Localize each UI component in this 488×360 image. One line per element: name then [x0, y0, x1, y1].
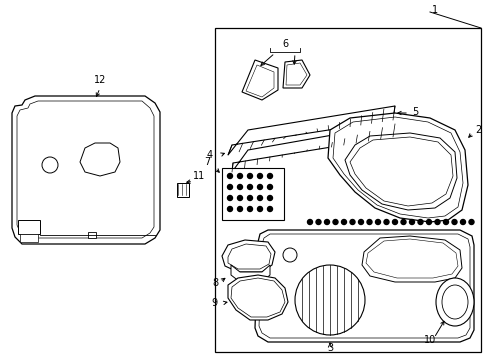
- Circle shape: [341, 220, 346, 225]
- Circle shape: [294, 265, 364, 335]
- Circle shape: [227, 195, 232, 201]
- Circle shape: [400, 220, 405, 225]
- Polygon shape: [349, 137, 452, 206]
- Circle shape: [237, 185, 242, 189]
- Polygon shape: [227, 275, 287, 320]
- Polygon shape: [283, 60, 309, 88]
- Text: 8: 8: [211, 278, 218, 288]
- Bar: [88, 232, 96, 238]
- Polygon shape: [17, 101, 154, 238]
- Circle shape: [237, 174, 242, 179]
- Polygon shape: [327, 113, 467, 222]
- Polygon shape: [332, 117, 462, 218]
- Circle shape: [267, 207, 272, 212]
- Circle shape: [267, 174, 272, 179]
- Ellipse shape: [435, 278, 473, 326]
- Circle shape: [460, 220, 465, 225]
- Circle shape: [307, 220, 312, 225]
- Polygon shape: [222, 240, 274, 272]
- Polygon shape: [345, 133, 456, 210]
- Polygon shape: [230, 278, 285, 317]
- Polygon shape: [230, 265, 269, 282]
- Circle shape: [257, 174, 262, 179]
- Circle shape: [42, 157, 58, 173]
- Text: 4: 4: [206, 150, 213, 160]
- Text: 1: 1: [431, 5, 437, 15]
- Polygon shape: [242, 60, 278, 100]
- Polygon shape: [361, 236, 461, 282]
- Text: 12: 12: [94, 75, 106, 85]
- Text: 10: 10: [423, 335, 435, 345]
- Circle shape: [451, 220, 456, 225]
- Circle shape: [383, 220, 388, 225]
- Polygon shape: [227, 106, 394, 155]
- Polygon shape: [365, 239, 457, 278]
- Polygon shape: [80, 143, 120, 176]
- Text: 9: 9: [211, 298, 218, 308]
- Text: 3: 3: [326, 343, 332, 353]
- Polygon shape: [285, 63, 306, 85]
- Circle shape: [247, 174, 252, 179]
- Text: 11: 11: [193, 171, 205, 181]
- Circle shape: [267, 185, 272, 189]
- Circle shape: [283, 248, 296, 262]
- Bar: [20, 234, 38, 242]
- Circle shape: [426, 220, 430, 225]
- Polygon shape: [12, 96, 160, 244]
- Circle shape: [227, 174, 232, 179]
- Polygon shape: [231, 124, 394, 172]
- Circle shape: [237, 207, 242, 212]
- Circle shape: [366, 220, 371, 225]
- Text: 7: 7: [203, 157, 209, 167]
- Circle shape: [247, 207, 252, 212]
- Circle shape: [247, 195, 252, 201]
- Circle shape: [358, 220, 363, 225]
- Circle shape: [257, 195, 262, 201]
- Text: 5: 5: [411, 107, 417, 117]
- Bar: [177, 183, 189, 197]
- Circle shape: [227, 207, 232, 212]
- Text: 2: 2: [474, 125, 480, 135]
- Circle shape: [408, 220, 414, 225]
- Bar: [215, 28, 480, 352]
- Circle shape: [227, 185, 232, 189]
- Circle shape: [375, 220, 380, 225]
- Circle shape: [257, 207, 262, 212]
- Circle shape: [324, 220, 329, 225]
- Circle shape: [443, 220, 447, 225]
- Text: 6: 6: [282, 39, 287, 49]
- Polygon shape: [259, 234, 469, 338]
- Circle shape: [434, 220, 439, 225]
- Bar: [18, 220, 40, 234]
- Circle shape: [267, 195, 272, 201]
- Polygon shape: [245, 65, 273, 97]
- Circle shape: [257, 185, 262, 189]
- Circle shape: [349, 220, 354, 225]
- Circle shape: [315, 220, 320, 225]
- Circle shape: [468, 220, 473, 225]
- Circle shape: [237, 195, 242, 201]
- Circle shape: [392, 220, 397, 225]
- Circle shape: [417, 220, 422, 225]
- Circle shape: [332, 220, 337, 225]
- Bar: [222, 168, 284, 220]
- Circle shape: [247, 185, 252, 189]
- Polygon shape: [227, 244, 270, 269]
- Polygon shape: [254, 230, 473, 342]
- Ellipse shape: [441, 285, 467, 319]
